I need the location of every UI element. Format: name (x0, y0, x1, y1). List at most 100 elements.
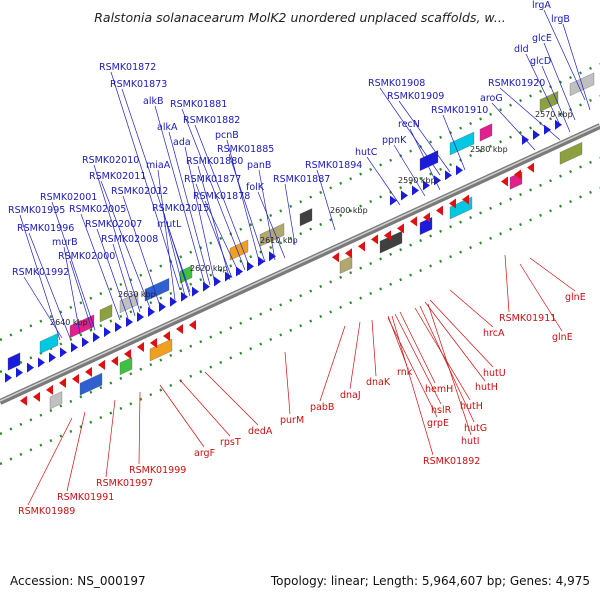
reverse-gene-arrow-12[interactable] (176, 324, 183, 335)
forward-gene-arrow-30[interactable] (445, 170, 452, 181)
feature-block-upper-12[interactable] (479, 123, 493, 142)
reverse-gene-arrow-15[interactable] (345, 248, 352, 259)
feature-block-lower-6[interactable] (419, 217, 433, 236)
forward-gene-label[interactable]: RSMK01908 (368, 78, 425, 89)
forward-gene-arrow-18[interactable] (203, 281, 210, 292)
forward-gene-label[interactable]: glcD (530, 56, 551, 67)
reverse-gene-arrow-17[interactable] (371, 234, 378, 245)
forward-gene-label[interactable]: RSMK02010 (82, 155, 139, 166)
reverse-gene-arrow-19[interactable] (397, 223, 404, 234)
forward-gene-label[interactable]: miaA (146, 160, 171, 171)
forward-gene-label[interactable]: hutC (355, 147, 378, 158)
reverse-gene-label[interactable]: hutH (460, 401, 483, 412)
forward-gene-label[interactable]: pcnB (215, 130, 239, 141)
forward-gene-label[interactable]: RSMK01992 (12, 267, 69, 278)
forward-gene-label[interactable]: RSMK01880 (186, 156, 243, 167)
forward-gene-label[interactable]: RSMK01894 (305, 160, 362, 171)
reverse-gene-arrow-7[interactable] (111, 355, 118, 366)
reverse-gene-arrow-5[interactable] (85, 366, 92, 377)
reverse-gene-arrow-4[interactable] (72, 373, 79, 384)
forward-gene-label[interactable]: RSMK01885 (217, 144, 274, 155)
reverse-gene-label[interactable]: pabB (310, 402, 334, 413)
forward-gene-label[interactable]: dld (514, 44, 529, 55)
forward-gene-arrow-24[interactable] (269, 251, 276, 262)
reverse-gene-arrow-22[interactable] (436, 205, 443, 216)
forward-gene-label[interactable]: RSMK01996 (17, 223, 74, 234)
forward-gene-arrow-4[interactable] (49, 352, 56, 363)
reverse-gene-label[interactable]: grpE (427, 418, 449, 429)
forward-gene-label[interactable]: RSMK01995 (8, 205, 65, 216)
reverse-gene-arrow-26[interactable] (514, 169, 521, 180)
forward-gene-arrow-21[interactable] (236, 266, 243, 277)
forward-gene-arrow-15[interactable] (170, 296, 177, 307)
feature-block-lower-0[interactable] (49, 391, 63, 410)
reverse-gene-arrow-6[interactable] (98, 359, 105, 370)
forward-gene-label[interactable]: lrgA (532, 0, 551, 11)
reverse-gene-label[interactable]: purM (280, 415, 304, 426)
reverse-gene-label[interactable]: RSMK01989 (18, 506, 75, 517)
forward-gene-arrow-17[interactable] (192, 286, 199, 297)
feature-block-lower-1[interactable] (79, 372, 103, 396)
forward-gene-label[interactable]: RSMK01872 (99, 62, 156, 73)
forward-gene-arrow-25[interactable] (390, 195, 397, 206)
forward-gene-label[interactable]: RSMK02007 (85, 219, 142, 230)
forward-gene-arrow-10[interactable] (115, 322, 122, 333)
forward-gene-label[interactable]: RSMK02011 (89, 171, 146, 182)
feature-block-upper-8[interactable] (259, 223, 285, 247)
forward-gene-arrow-12[interactable] (137, 311, 144, 322)
feature-block-upper-0[interactable] (7, 352, 21, 371)
forward-gene-label[interactable]: RSMK01920 (488, 78, 545, 89)
feature-block-upper-10[interactable] (419, 150, 439, 172)
reverse-gene-arrow-14[interactable] (332, 252, 339, 263)
forward-gene-arrow-26[interactable] (401, 190, 408, 201)
reverse-gene-label[interactable]: dedA (248, 426, 273, 437)
forward-gene-arrow-8[interactable] (93, 332, 100, 343)
reverse-gene-arrow-20[interactable] (410, 216, 417, 227)
reverse-gene-arrow-2[interactable] (46, 384, 53, 395)
reverse-gene-label[interactable]: dnaK (366, 377, 391, 388)
reverse-gene-arrow-8[interactable] (124, 348, 131, 359)
forward-gene-label[interactable]: RSMK01877 (184, 174, 241, 185)
reverse-gene-label[interactable]: hslR (431, 405, 452, 416)
feature-block-upper-9[interactable] (299, 208, 313, 227)
reverse-gene-label[interactable]: RSMK01999 (129, 465, 186, 476)
forward-gene-arrow-20[interactable] (225, 271, 232, 282)
forward-gene-arrow-14[interactable] (159, 301, 166, 312)
forward-gene-arrow-1[interactable] (16, 367, 23, 378)
forward-gene-label[interactable]: RSMK01873 (110, 79, 167, 90)
reverse-gene-arrow-25[interactable] (501, 176, 508, 187)
forward-gene-label[interactable]: RSMK01881 (170, 99, 227, 110)
reverse-gene-label[interactable]: argF (194, 448, 215, 459)
forward-gene-arrow-28[interactable] (423, 180, 430, 191)
forward-gene-arrow-34[interactable] (544, 124, 551, 135)
reverse-gene-label[interactable]: hutG (464, 423, 487, 434)
reverse-gene-label[interactable]: RSMK01997 (96, 478, 153, 489)
forward-gene-label[interactable]: panB (247, 160, 271, 171)
feature-block-upper-1[interactable] (39, 333, 59, 354)
forward-gene-label[interactable]: RSMK01887 (273, 174, 330, 185)
reverse-gene-label[interactable]: dnaJ (340, 390, 361, 401)
forward-gene-label[interactable]: folK (246, 182, 265, 193)
reverse-gene-arrow-21[interactable] (423, 212, 430, 223)
forward-gene-label[interactable]: RSMK02012 (111, 186, 168, 197)
forward-gene-arrow-16[interactable] (181, 291, 188, 302)
forward-gene-label[interactable]: glcE (532, 33, 552, 44)
forward-gene-label[interactable]: RSMK01909 (387, 91, 444, 102)
forward-gene-arrow-0[interactable] (5, 372, 12, 383)
feature-block-upper-11[interactable] (449, 131, 475, 156)
forward-gene-label[interactable]: alkB (143, 96, 163, 107)
reverse-gene-label[interactable]: hutI (461, 436, 480, 447)
forward-gene-label[interactable]: RSMK01910 (431, 105, 488, 116)
forward-gene-label[interactable]: RSMK02005 (69, 204, 126, 215)
forward-gene-label[interactable]: aroG (480, 93, 503, 104)
feature-block-lower-3[interactable] (149, 338, 173, 362)
feature-block-upper-3[interactable] (99, 304, 113, 323)
forward-gene-label[interactable]: RSMK02000 (58, 251, 115, 262)
feature-block-lower-9[interactable] (559, 142, 583, 165)
reverse-gene-label[interactable]: rnk (397, 367, 413, 378)
forward-gene-label[interactable]: lrgB (551, 14, 570, 25)
forward-gene-arrow-7[interactable] (82, 337, 89, 348)
forward-gene-arrow-3[interactable] (38, 357, 45, 368)
forward-gene-arrow-9[interactable] (104, 327, 111, 338)
